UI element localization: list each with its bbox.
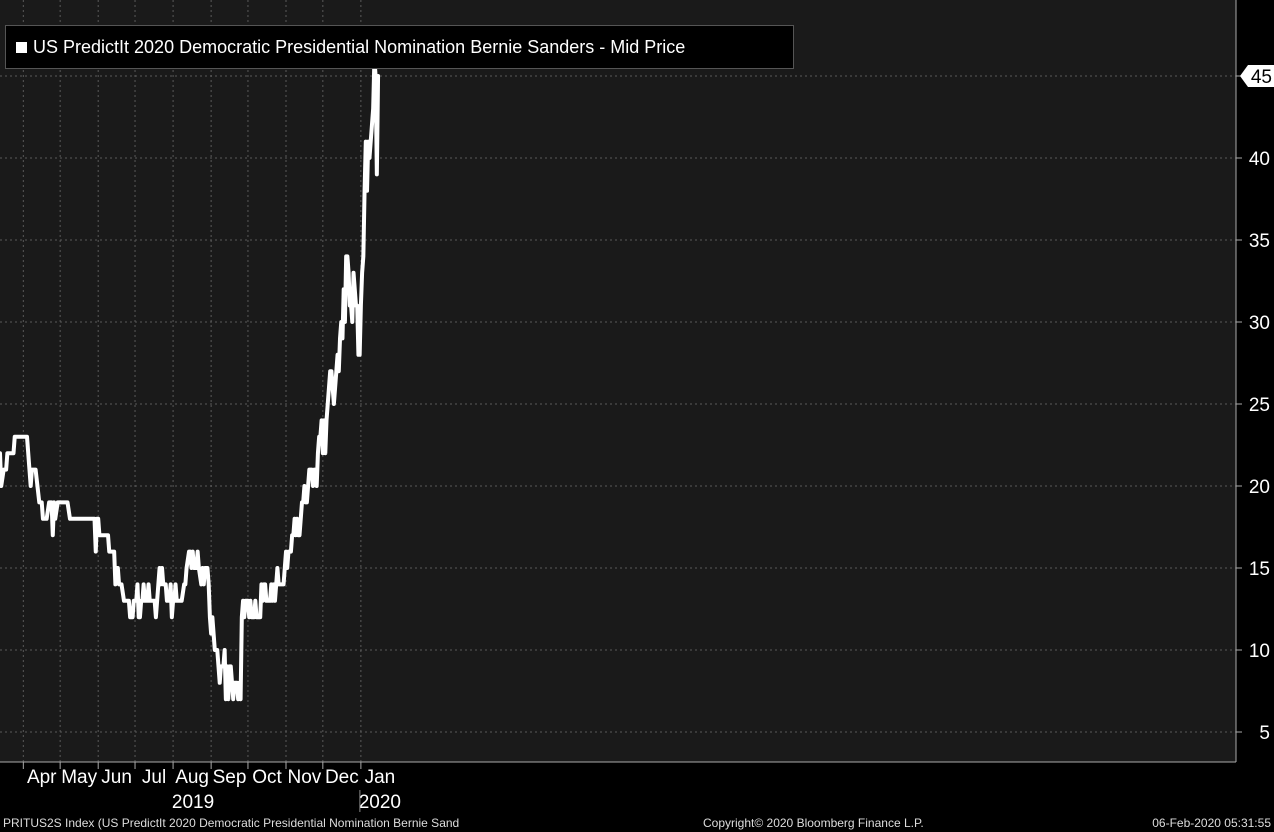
- y-tick-label: 20: [1249, 477, 1270, 498]
- footer-ticker: PRITUS2S Index (US PredictIt 2020 Democr…: [3, 816, 460, 830]
- last-value-marker: [1240, 65, 1274, 87]
- x-year-label: 2020: [359, 792, 401, 813]
- x-tick-label: Jun: [101, 767, 132, 788]
- y-tick-label: 10: [1249, 641, 1270, 662]
- y-tick-label: 40: [1249, 149, 1270, 170]
- x-axis-panel: [0, 762, 1274, 816]
- series-line: [0, 57, 381, 702]
- y-tick-label: 30: [1249, 313, 1270, 334]
- y-axis-panel: [1236, 0, 1274, 762]
- footer-timestamp: 06-Feb-2020 05:31:55: [1152, 816, 1271, 830]
- x-tick-label: Sep: [213, 767, 247, 788]
- x-tick-label: Jul: [142, 767, 166, 788]
- legend-swatch-icon: [16, 41, 27, 53]
- x-tick-label: May: [61, 767, 97, 788]
- x-year-label: 2019: [172, 792, 214, 813]
- legend-label: US PredictIt 2020 Democratic Presidentia…: [33, 36, 686, 57]
- last-value-label: 45: [1251, 67, 1272, 88]
- x-tick-label: Oct: [252, 767, 282, 788]
- y-tick-label: 35: [1249, 231, 1270, 252]
- x-tick-label: Jan: [365, 767, 396, 788]
- footer-copyright: Copyright© 2020 Bloomberg Finance L.P.: [703, 816, 924, 830]
- plot-background: [0, 0, 1236, 762]
- x-tick-label: Aug: [175, 767, 209, 788]
- x-tick-label: Nov: [288, 767, 322, 788]
- y-tick-label: 5: [1259, 723, 1270, 744]
- x-tick-label: Apr: [27, 767, 57, 788]
- legend: US PredictIt 2020 Democratic Presidentia…: [5, 25, 794, 69]
- x-tick-label: Dec: [325, 767, 359, 788]
- y-tick-label: 25: [1249, 395, 1270, 416]
- y-tick-label: 15: [1249, 559, 1270, 580]
